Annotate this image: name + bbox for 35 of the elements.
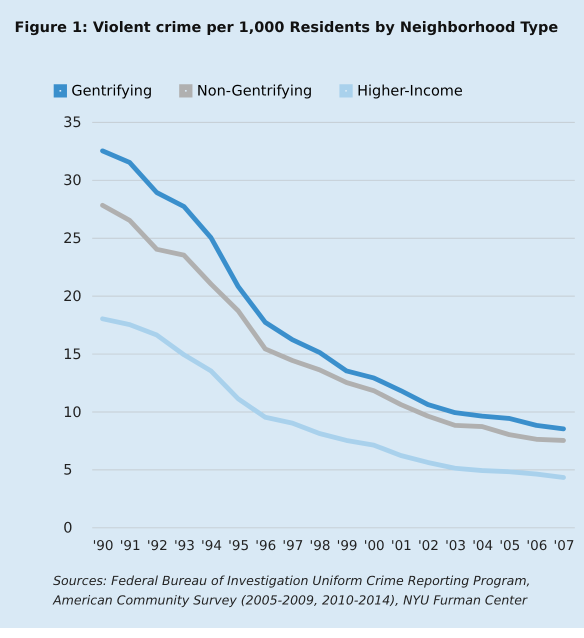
x-tick-label: '04	[472, 538, 494, 554]
x-tick-label: '98	[310, 538, 330, 554]
text: American Community Survey (2005-2009, 2010-2014), NYU Furman Center	[52, 592, 528, 608]
x-tick-label: '95	[228, 538, 250, 554]
x-tick-label: '07	[554, 538, 574, 554]
chart-title: Figure 1: Violent crime per 1,000 Residents by Neighborhood Type	[14, 20, 558, 36]
y-tick-label: 35	[63, 115, 82, 132]
x-tick-label: '05	[499, 538, 520, 554]
x-tick-label: '06	[526, 538, 548, 554]
x-tick-label: '02	[418, 538, 439, 554]
x-tick-label: '03	[445, 538, 466, 554]
y-tick-label: 25	[63, 231, 82, 248]
x-tick-label: '94	[201, 538, 222, 554]
line-series	[100, 316, 566, 480]
x-tick-label: '96	[255, 538, 276, 554]
legend-label: Gentrifying	[71, 84, 152, 100]
y-tick-label: 20	[63, 288, 82, 305]
y-tick-label: 30	[63, 173, 82, 190]
source-note: Sources: Federal Bureau of Investigation Uniform Crime Reporting Program,	[53, 573, 531, 588]
line-series	[100, 148, 566, 432]
y-tick-label: 10	[63, 404, 82, 421]
y-tick-label: 15	[63, 346, 82, 363]
x-tick-label: '92	[146, 538, 168, 554]
legend-label: Non-Gentrifying	[196, 84, 312, 100]
x-tick-label: '01	[390, 538, 412, 554]
x-tick-label: '91	[120, 538, 141, 554]
x-tick-label: '90	[92, 538, 114, 554]
y-tick-label: 0	[63, 520, 72, 537]
x-tick-label: '00	[364, 538, 385, 554]
y-tick-label: 5	[63, 462, 72, 479]
x-tick-label: '93	[174, 538, 195, 554]
x-tick-label: '97	[282, 538, 304, 554]
legend-label: Higher-Income	[357, 84, 463, 100]
x-tick-label: '99	[336, 538, 358, 554]
line-series	[100, 202, 566, 443]
